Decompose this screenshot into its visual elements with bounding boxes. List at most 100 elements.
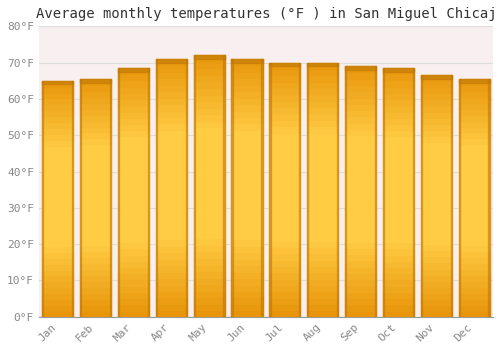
Bar xyxy=(421,160,452,166)
Bar xyxy=(232,65,262,72)
Bar xyxy=(421,75,452,79)
Bar xyxy=(80,233,111,239)
Bar xyxy=(194,62,224,68)
Bar xyxy=(42,281,74,287)
Bar xyxy=(307,145,338,152)
Bar xyxy=(345,210,376,217)
Bar xyxy=(42,134,74,140)
Bar xyxy=(156,175,187,181)
Bar xyxy=(307,260,338,266)
Bar xyxy=(118,68,149,72)
Bar xyxy=(194,153,224,160)
Bar xyxy=(488,79,490,317)
Bar xyxy=(345,85,376,91)
Bar xyxy=(421,250,452,257)
Bar xyxy=(307,164,338,171)
Bar xyxy=(232,59,262,63)
Bar xyxy=(307,126,338,133)
Bar xyxy=(80,251,111,257)
Bar xyxy=(42,146,74,152)
Bar xyxy=(42,81,43,317)
Bar xyxy=(42,193,74,199)
Bar xyxy=(156,130,187,136)
Bar xyxy=(80,150,111,156)
Bar xyxy=(421,196,452,202)
Bar xyxy=(421,148,452,154)
Bar xyxy=(156,124,187,130)
Bar xyxy=(270,292,300,298)
Bar xyxy=(42,205,74,211)
Bar xyxy=(194,206,224,212)
Bar xyxy=(42,81,74,87)
Bar xyxy=(80,305,111,311)
Bar xyxy=(118,211,149,217)
Bar xyxy=(345,191,376,198)
Bar xyxy=(156,285,187,291)
Bar xyxy=(270,222,300,228)
Bar xyxy=(156,291,187,298)
Bar xyxy=(270,145,300,152)
Bar xyxy=(156,59,187,63)
Bar xyxy=(194,278,224,284)
Bar xyxy=(270,63,300,69)
Bar xyxy=(156,259,187,265)
Bar xyxy=(42,169,74,175)
Bar xyxy=(232,239,262,246)
Bar xyxy=(194,258,224,265)
Bar xyxy=(118,87,149,93)
Bar xyxy=(118,242,149,248)
Bar xyxy=(232,201,262,207)
Bar xyxy=(458,239,490,245)
Bar xyxy=(42,158,74,163)
Bar xyxy=(458,311,490,317)
Bar xyxy=(42,246,74,252)
Bar xyxy=(156,59,187,65)
Bar xyxy=(270,75,300,82)
Bar xyxy=(458,293,490,299)
Bar xyxy=(118,136,149,143)
Bar xyxy=(383,310,414,317)
Bar xyxy=(80,97,111,103)
Bar xyxy=(232,130,262,136)
Bar xyxy=(118,99,149,105)
Bar xyxy=(345,235,376,241)
Bar xyxy=(383,273,414,280)
Bar xyxy=(194,290,224,297)
Bar xyxy=(42,234,74,240)
Bar xyxy=(458,186,490,192)
Bar xyxy=(458,108,490,114)
Bar xyxy=(383,124,414,130)
Bar xyxy=(118,105,149,112)
Bar xyxy=(118,68,119,317)
Bar xyxy=(307,298,338,304)
Bar xyxy=(345,273,376,279)
Bar xyxy=(270,69,300,75)
Bar xyxy=(118,273,149,280)
Bar xyxy=(270,126,300,133)
Bar xyxy=(118,248,149,254)
Bar xyxy=(156,143,187,149)
Bar xyxy=(345,91,376,98)
Bar xyxy=(232,117,262,124)
Bar xyxy=(458,156,490,162)
Bar xyxy=(383,230,414,236)
Bar xyxy=(345,173,376,179)
Bar xyxy=(194,310,224,317)
Bar xyxy=(80,85,111,91)
Bar xyxy=(80,269,111,275)
Bar xyxy=(458,263,490,269)
Bar xyxy=(307,234,338,240)
Bar xyxy=(307,247,338,253)
Bar xyxy=(307,94,338,101)
Bar xyxy=(270,171,300,177)
Bar xyxy=(156,117,187,124)
Bar xyxy=(307,240,338,247)
Bar xyxy=(383,186,414,193)
Bar xyxy=(383,68,384,317)
Bar xyxy=(307,152,338,158)
Bar xyxy=(383,143,414,149)
Bar xyxy=(80,275,111,281)
Bar xyxy=(299,63,300,317)
Bar xyxy=(458,281,490,287)
Bar xyxy=(156,239,187,246)
